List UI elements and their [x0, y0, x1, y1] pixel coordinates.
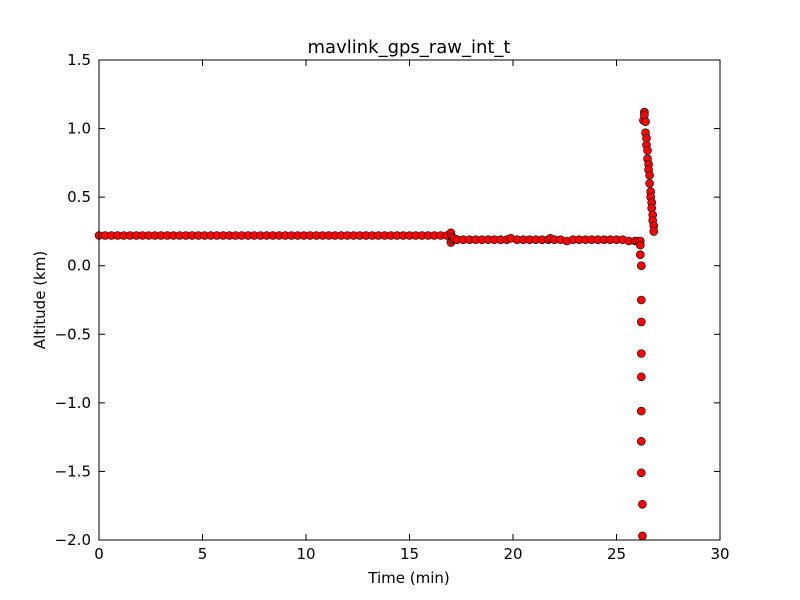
chart-title: mavlink_gps_raw_int_t — [308, 37, 511, 58]
y-tick-label: −1.5 — [55, 462, 91, 480]
y-tick-label: 0.5 — [67, 188, 91, 206]
data-point — [636, 295, 646, 305]
x-tick-label: 25 — [607, 545, 626, 563]
data-point — [645, 170, 654, 180]
data-point — [636, 436, 646, 446]
data-point — [635, 250, 645, 259]
data-point — [649, 227, 659, 236]
data-point — [636, 406, 646, 416]
data-point — [638, 499, 647, 509]
x-tick-label: 5 — [198, 545, 208, 563]
data-point — [635, 240, 645, 250]
y-tick-label: −1.0 — [55, 394, 91, 412]
y-tick-label: −0.5 — [55, 325, 91, 343]
x-tick-label: 15 — [400, 545, 419, 563]
x-axis-label: Time (min) — [367, 569, 449, 587]
data-point — [636, 261, 646, 271]
x-tick-label: 20 — [503, 545, 522, 563]
plot-area — [94, 59, 721, 541]
data-point — [643, 146, 652, 155]
y-tick-label: 0.0 — [67, 257, 91, 275]
data-point — [636, 372, 646, 382]
data-point — [636, 317, 646, 327]
y-tick-label: 1.5 — [67, 51, 91, 69]
x-tick-label: 10 — [296, 545, 315, 563]
plot-frame — [98, 59, 721, 541]
data-point — [636, 349, 646, 358]
y-tick-label: 1.0 — [67, 120, 91, 138]
data-point — [645, 179, 654, 188]
y-tick-label: −2.0 — [55, 531, 91, 549]
y-axis-label: Altitude (km) — [31, 251, 49, 349]
data-point — [641, 117, 650, 126]
data-point — [636, 468, 646, 478]
x-tick-label: 0 — [94, 545, 104, 563]
x-tick-label: 30 — [710, 545, 729, 563]
data-point — [638, 531, 647, 541]
